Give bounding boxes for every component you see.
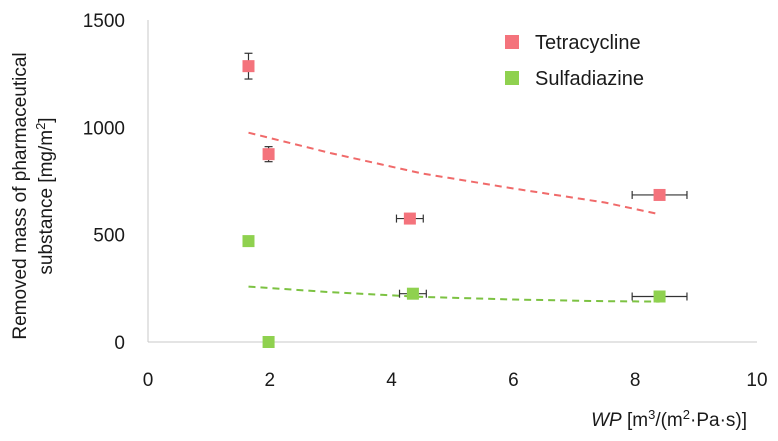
x-tick-label: 0 [143, 370, 154, 391]
x-axis-label: WP [m3/(m2·Pa·s)] [591, 407, 747, 431]
data-point-sulfadiazine [242, 235, 255, 248]
data-point-sulfadiazine [406, 287, 419, 300]
x-axis-label-pre: [m [622, 410, 648, 431]
legend-swatch-sulfadiazine [505, 71, 519, 85]
axes [147, 20, 757, 343]
trend-line-tetracycline [248, 131, 660, 216]
y-axis-label-line2-post: ] [36, 117, 57, 122]
trend-line-sulfadiazine [248, 285, 660, 303]
legend-label-sulfadiazine: Sulfadiazine [535, 68, 644, 90]
y-axis-label-line2: substance [mg/m2] [33, 117, 57, 274]
data-point-tetracycline [262, 148, 275, 161]
data-markers [242, 60, 666, 348]
x-axis-label-post: ·Pa·s)] [690, 410, 747, 431]
y-tick-label: 1000 [83, 118, 125, 139]
y-axis-label-line1: Removed mass of pharmaceutical [10, 52, 31, 339]
legend-label-tetracycline: Tetracycline [535, 32, 641, 54]
x-tick-label: 10 [746, 370, 767, 391]
trend-lines [248, 131, 660, 303]
x-tick-label: 2 [265, 370, 276, 391]
data-point-sulfadiazine [653, 290, 666, 303]
x-tick-label: 6 [508, 370, 519, 391]
data-point-tetracycline [653, 188, 666, 201]
data-point-tetracycline [242, 60, 255, 73]
data-point-sulfadiazine [262, 336, 275, 348]
x-axis-label-sup1: 3 [648, 407, 655, 422]
y-axis-label-line2-pre: substance [mg/m [36, 130, 57, 275]
tick-labels: 0 2 4 6 8 10 0 500 1000 1500 [83, 11, 768, 391]
y-tick-label: 0 [114, 333, 125, 354]
x-axis-label-italic: WP [591, 410, 622, 431]
error-bars [244, 52, 688, 301]
x-axis-label-sup2: 2 [683, 407, 690, 422]
legend: Tetracycline Sulfadiazine [505, 32, 644, 90]
legend-swatch-tetracycline [505, 35, 519, 49]
y-tick-label: 500 [93, 226, 125, 247]
x-tick-label: 4 [386, 370, 397, 391]
data-point-tetracycline [403, 212, 416, 225]
x-tick-label: 8 [630, 370, 641, 391]
y-tick-label: 1500 [83, 11, 125, 32]
x-axis-label-mid: /(m [655, 410, 682, 431]
y-axis-label-superscript: 2 [33, 123, 48, 130]
